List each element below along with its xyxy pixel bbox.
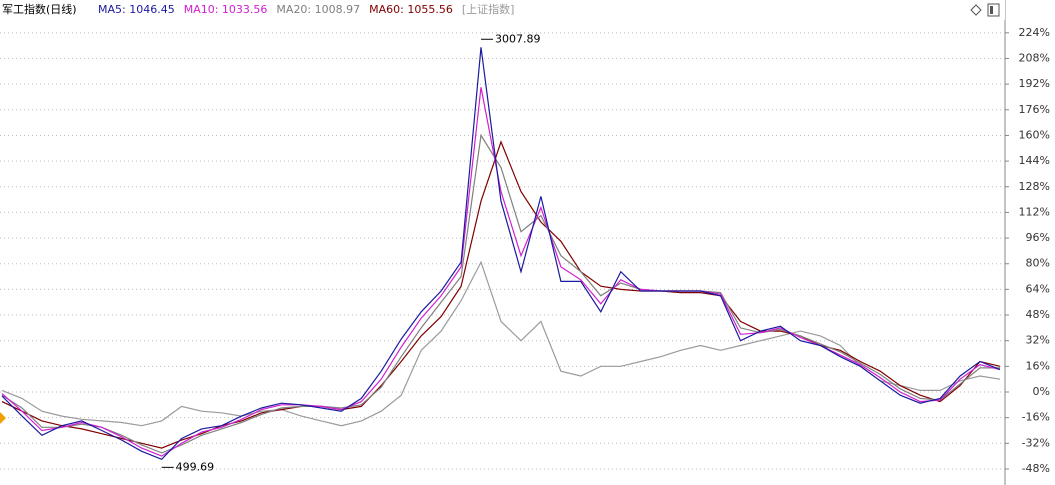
y-tick-label: 80% (1026, 257, 1050, 270)
annotation: 3007.89 (495, 32, 541, 45)
series-line (1, 260, 1001, 427)
icon-diamond[interactable] (970, 4, 982, 16)
marker (0, 412, 6, 424)
header-bg (0, 0, 1005, 20)
icon-panel-bar (990, 6, 993, 14)
y-tick-label: 224% (1019, 26, 1050, 39)
y-tick-label: 32% (1026, 334, 1050, 347)
y-tick-label: 208% (1019, 51, 1050, 64)
y-tick-label: -32% (1022, 436, 1050, 449)
y-tick-label: 0% (1033, 385, 1050, 398)
icon-panel[interactable] (987, 3, 1000, 17)
y-tick-label: -48% (1022, 462, 1050, 475)
y-tick-label: 48% (1026, 308, 1050, 321)
y-tick-label: 96% (1026, 231, 1050, 244)
y-tick-label: 128% (1019, 180, 1050, 193)
y-tick-label: 64% (1026, 282, 1050, 295)
series-line (1, 133, 1000, 454)
chart-title: 军工指数(日线) (2, 2, 77, 16)
legend-entry: MA5: 1046.45 (98, 3, 175, 16)
legend-entry: MA60: 1055.56 (369, 3, 453, 16)
y-tick-label: 112% (1019, 205, 1050, 218)
annotation: 499.69 (176, 460, 215, 473)
legend-entry: MA10: 1033.56 (184, 3, 268, 16)
y-tick-label: -16% (1022, 411, 1050, 424)
legend-entry: MA20: 1008.97 (276, 3, 360, 16)
y-tick-label: 160% (1019, 128, 1050, 141)
y-tick-label: 144% (1019, 154, 1050, 167)
y-tick-label: 16% (1026, 359, 1050, 372)
y-tick-label: 192% (1019, 77, 1050, 90)
series-line (1, 47, 1001, 461)
y-tick-label: 176% (1019, 103, 1050, 116)
legend-entry: [上证指数] (462, 2, 515, 16)
